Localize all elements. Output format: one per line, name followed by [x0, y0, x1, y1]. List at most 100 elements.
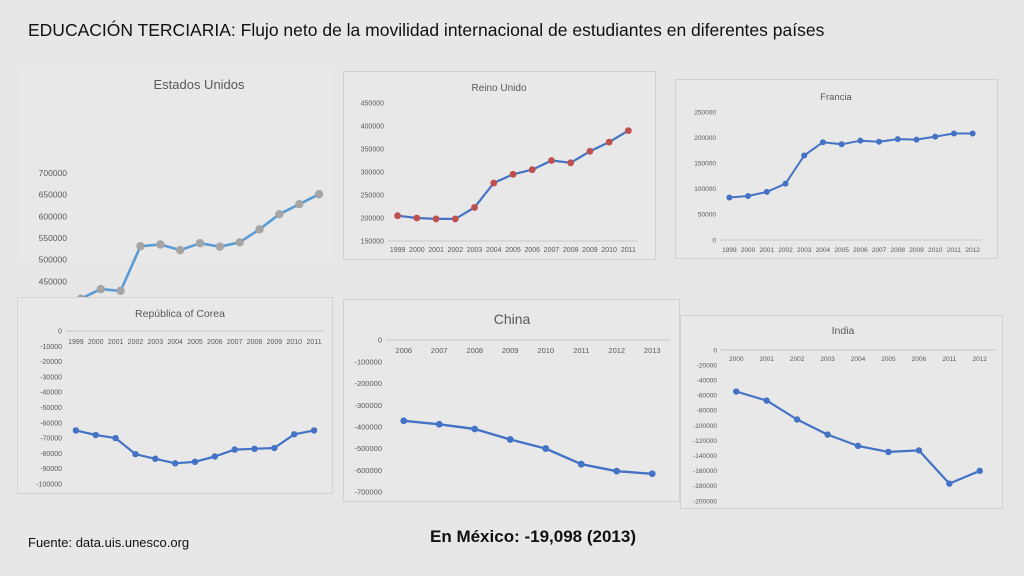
- data-point: [763, 397, 770, 404]
- data-point: [92, 431, 99, 439]
- data-point: [451, 215, 459, 223]
- x-tick-label: 1999: [68, 339, 84, 346]
- x-tick-label: 2012: [965, 247, 980, 254]
- data-point: [191, 458, 199, 466]
- y-tick-label: -30000: [40, 374, 62, 381]
- x-tick-label: 2001: [108, 339, 124, 346]
- chart-svg-india: India 0 -20000 -40000 -60000 -80000 -100000 -12…: [693, 325, 995, 505]
- data-point: [976, 467, 983, 474]
- x-tick-label: 2011: [947, 247, 961, 254]
- series-line-francia: [728, 132, 974, 199]
- chart-india: India 0 -20000 -40000 -60000 -80000 -100000 -12…: [680, 315, 1003, 509]
- data-point: [275, 209, 284, 219]
- y-tick-label: 500000: [39, 255, 68, 265]
- y-tick-label: 0: [712, 237, 716, 244]
- y-tick-label: -100000: [693, 423, 717, 430]
- x-tick-label: 2006: [395, 346, 412, 355]
- mexico-note: En México: -19,098 (2013): [430, 527, 636, 546]
- y-tick-label: -100000: [36, 481, 62, 488]
- x-tick-label: 2006: [207, 339, 223, 346]
- x-tick-label: 2008: [466, 346, 483, 355]
- data-point: [96, 284, 105, 294]
- x-tick-label: 2009: [267, 339, 283, 346]
- y-tick-label: -700000: [354, 488, 382, 497]
- y-tick-label: -20000: [40, 359, 62, 366]
- data-point: [255, 225, 264, 234]
- data-point: [509, 170, 517, 178]
- x-tick-label: 2007: [872, 247, 887, 254]
- x-tick-label: 2010: [928, 247, 943, 254]
- data-point: [763, 188, 770, 195]
- y-tick-label: -180000: [693, 483, 717, 490]
- x-tick-label: 2006: [853, 247, 868, 254]
- x-tick-label: 2010: [601, 247, 617, 254]
- data-point: [132, 450, 139, 458]
- x-tick-label: 2005: [834, 247, 849, 254]
- data-point: [824, 431, 831, 438]
- y-tick-label: 200000: [694, 135, 716, 142]
- data-point: [913, 136, 920, 143]
- data-point: [314, 190, 324, 199]
- y-tick-label: -500000: [354, 444, 382, 453]
- data-point: [400, 417, 408, 425]
- y-tick-label: -80000: [40, 451, 62, 458]
- x-tick-label: 2008: [563, 247, 579, 254]
- source-note: Fuente: data.uis.unesco.org: [28, 535, 190, 550]
- data-point: [175, 245, 185, 255]
- x-tick-label: 2008: [891, 247, 906, 254]
- x-tick-label: 2000: [729, 356, 744, 363]
- y-tick-label: 150000: [361, 238, 384, 245]
- chart-title-china: China: [494, 311, 531, 327]
- x-tick-label: 2005: [505, 247, 521, 254]
- data-point: [413, 214, 421, 222]
- x-tick-label: 2002: [778, 247, 793, 254]
- y-tick-label: -60000: [697, 393, 718, 400]
- data-point: [152, 455, 159, 462]
- data-point: [295, 200, 304, 209]
- y-tick-label: -40000: [697, 377, 718, 384]
- chart-francia: Francia 250000 200000 150000 100000 50000 0 199…: [675, 79, 998, 259]
- data-point: [969, 130, 976, 137]
- data-point: [577, 460, 585, 468]
- data-point: [733, 388, 740, 395]
- data-point: [932, 133, 939, 140]
- x-tick-label: 2012: [973, 356, 988, 363]
- chart-title-republica-corea: República of Corea: [135, 308, 225, 320]
- data-point: [745, 192, 752, 199]
- x-tick-label: 2004: [486, 247, 502, 254]
- y-tick-label: 600000: [39, 211, 68, 221]
- data-point: [946, 480, 953, 487]
- x-tick-label: 2008: [247, 339, 263, 346]
- data-point: [605, 138, 613, 146]
- x-tick-label: 2001: [760, 247, 775, 254]
- data-point: [648, 470, 656, 478]
- x-tick-label: 2009: [909, 247, 924, 254]
- chart-republica-corea: República of Corea 0 -10000 -20000 -30000 -40…: [17, 297, 333, 494]
- x-tick-label: 1999: [390, 247, 406, 254]
- y-tick-label: -120000: [693, 438, 717, 445]
- data-point: [310, 427, 318, 434]
- y-tick-label: 0: [713, 347, 717, 354]
- data-point: [271, 444, 278, 452]
- data-point: [211, 453, 219, 460]
- chart-title-estados-unidos: Estados Unidos: [153, 77, 245, 92]
- y-tick-label: -400000: [354, 422, 382, 431]
- data-point: [548, 157, 555, 164]
- page-title: EDUCACIÓN TERCIARIA: Flujo neto de la mo…: [28, 20, 825, 40]
- y-tick-label: -40000: [40, 390, 62, 397]
- data-point: [215, 242, 225, 251]
- y-tick-label: -140000: [693, 453, 717, 460]
- y-tick-label: -70000: [40, 436, 62, 443]
- chart-title-india: India: [832, 325, 855, 337]
- x-tick-label: 2000: [88, 339, 104, 346]
- chart-title-francia: Francia: [820, 92, 852, 103]
- data-point: [435, 420, 443, 428]
- x-tick-label: 2006: [524, 247, 540, 254]
- x-tick-label: 2011: [573, 346, 589, 355]
- data-point: [156, 240, 165, 249]
- data-point: [471, 204, 478, 211]
- chart-svg-reino-unido: Reino Unido 450000 400000 350000 300000 25000…: [361, 83, 638, 254]
- x-tick-label: 2009: [502, 346, 519, 355]
- y-tick-label: -60000: [40, 420, 62, 427]
- y-tick-label: 150000: [694, 160, 716, 167]
